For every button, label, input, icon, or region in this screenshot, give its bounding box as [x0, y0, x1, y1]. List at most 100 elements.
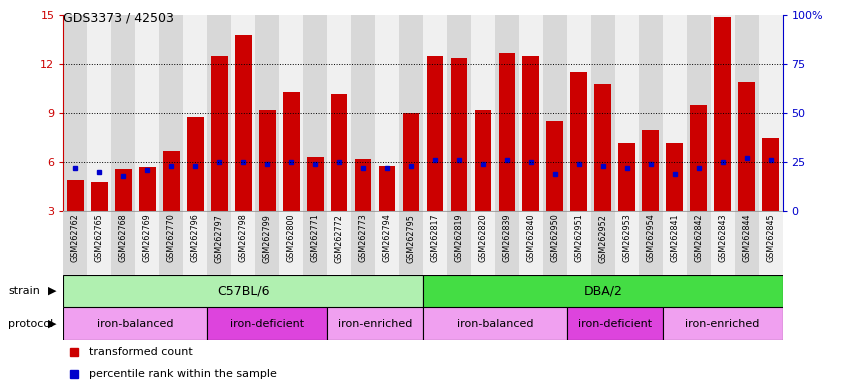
- Bar: [159, 211, 184, 275]
- Bar: [354, 159, 371, 211]
- Text: C57BL/6: C57BL/6: [217, 285, 270, 297]
- Bar: [303, 15, 327, 211]
- Bar: [762, 138, 779, 211]
- Bar: [639, 15, 662, 211]
- Bar: [403, 113, 420, 211]
- Text: GSM262842: GSM262842: [695, 214, 703, 262]
- Bar: [63, 275, 423, 307]
- Bar: [519, 211, 543, 275]
- Text: GSM262952: GSM262952: [598, 214, 607, 263]
- Bar: [112, 211, 135, 275]
- Bar: [543, 211, 567, 275]
- Bar: [327, 211, 351, 275]
- Bar: [159, 15, 184, 211]
- Bar: [687, 211, 711, 275]
- Text: GSM262769: GSM262769: [143, 214, 151, 263]
- Bar: [451, 58, 467, 211]
- Bar: [618, 143, 635, 211]
- Bar: [711, 211, 734, 275]
- Bar: [615, 211, 639, 275]
- Bar: [523, 56, 539, 211]
- Bar: [495, 15, 519, 211]
- Bar: [423, 307, 567, 340]
- Bar: [662, 15, 687, 211]
- Bar: [184, 211, 207, 275]
- Bar: [570, 73, 587, 211]
- Text: DBA/2: DBA/2: [584, 285, 622, 297]
- Text: GSM262950: GSM262950: [551, 214, 559, 263]
- Text: protocol: protocol: [8, 318, 53, 329]
- Bar: [759, 211, 783, 275]
- Bar: [734, 211, 759, 275]
- Bar: [423, 211, 447, 275]
- Bar: [163, 151, 179, 211]
- Text: GSM262954: GSM262954: [646, 214, 655, 263]
- Bar: [495, 211, 519, 275]
- Bar: [255, 15, 279, 211]
- Bar: [399, 15, 423, 211]
- Bar: [255, 211, 279, 275]
- Text: GSM262798: GSM262798: [239, 214, 248, 263]
- Bar: [662, 211, 687, 275]
- Bar: [615, 15, 639, 211]
- Bar: [734, 15, 759, 211]
- Text: GSM262795: GSM262795: [407, 214, 415, 263]
- Bar: [547, 121, 563, 211]
- Text: percentile rank within the sample: percentile rank within the sample: [89, 369, 277, 379]
- Text: iron-enriched: iron-enriched: [338, 318, 412, 329]
- Text: GSM262796: GSM262796: [191, 214, 200, 263]
- Bar: [303, 211, 327, 275]
- Text: GSM262841: GSM262841: [670, 214, 679, 262]
- Bar: [279, 15, 303, 211]
- Bar: [375, 15, 399, 211]
- Bar: [211, 56, 228, 211]
- Bar: [687, 15, 711, 211]
- Bar: [591, 15, 615, 211]
- Bar: [595, 84, 611, 211]
- Bar: [399, 211, 423, 275]
- Text: GSM262840: GSM262840: [526, 214, 536, 262]
- Bar: [471, 15, 495, 211]
- Text: iron-balanced: iron-balanced: [457, 318, 533, 329]
- Text: GSM262772: GSM262772: [335, 214, 343, 263]
- Bar: [63, 307, 207, 340]
- Bar: [135, 211, 159, 275]
- Bar: [759, 15, 783, 211]
- Bar: [642, 130, 659, 211]
- Text: iron-deficient: iron-deficient: [578, 318, 651, 329]
- Bar: [279, 211, 303, 275]
- Bar: [519, 15, 543, 211]
- Bar: [67, 180, 84, 211]
- Text: GSM262820: GSM262820: [479, 214, 487, 262]
- Bar: [63, 15, 87, 211]
- Bar: [426, 56, 443, 211]
- Text: GSM262770: GSM262770: [167, 214, 176, 263]
- Bar: [259, 110, 276, 211]
- Bar: [662, 307, 783, 340]
- Text: GSM262773: GSM262773: [359, 214, 367, 263]
- Bar: [714, 17, 731, 211]
- Bar: [639, 211, 662, 275]
- Text: transformed count: transformed count: [89, 347, 192, 357]
- Bar: [307, 157, 323, 211]
- Bar: [207, 15, 231, 211]
- Bar: [475, 110, 492, 211]
- Bar: [498, 53, 515, 211]
- Text: GSM262799: GSM262799: [263, 214, 272, 263]
- Bar: [327, 15, 351, 211]
- Bar: [207, 307, 327, 340]
- Text: GSM262762: GSM262762: [71, 214, 80, 263]
- Bar: [135, 15, 159, 211]
- Text: GSM262771: GSM262771: [310, 214, 320, 263]
- Text: GSM262797: GSM262797: [215, 214, 223, 263]
- Bar: [423, 275, 783, 307]
- Bar: [739, 82, 755, 211]
- Bar: [331, 94, 348, 211]
- Text: GSM262819: GSM262819: [454, 214, 464, 262]
- Text: GSM262839: GSM262839: [503, 214, 511, 262]
- Text: GSM262817: GSM262817: [431, 214, 439, 262]
- Bar: [207, 211, 231, 275]
- Bar: [447, 211, 471, 275]
- Text: GSM262768: GSM262768: [119, 214, 128, 262]
- Bar: [711, 15, 734, 211]
